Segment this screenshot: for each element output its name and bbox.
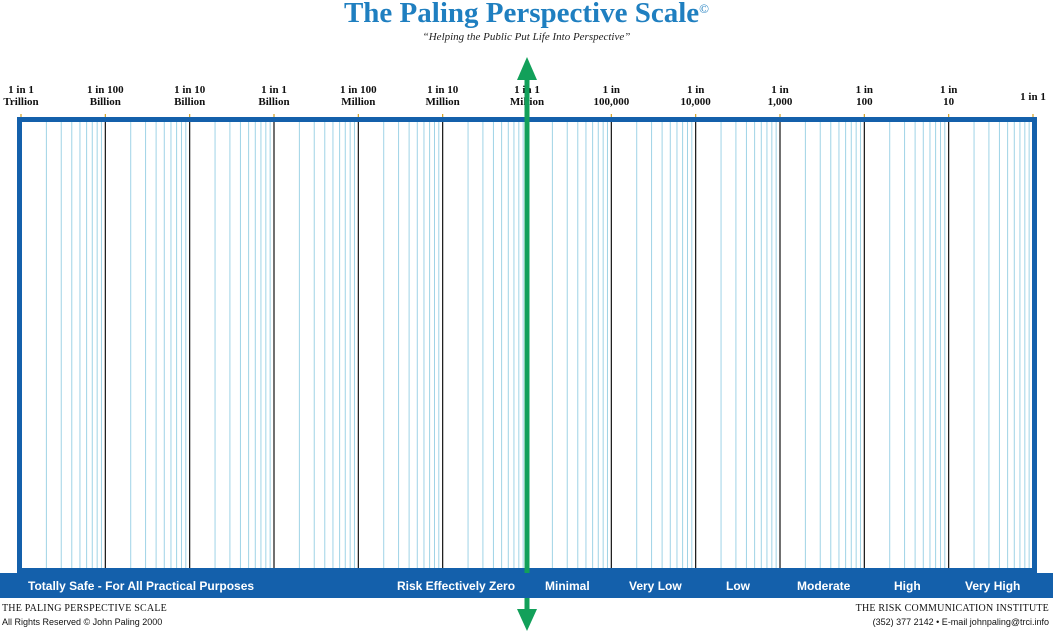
tick-label-line2: Billion: [174, 96, 206, 108]
page-title: The Paling Perspective Scale©: [0, 0, 1053, 30]
tick-label-line1: 1 in 100: [86, 84, 124, 96]
tick-label-line1: 1 in: [602, 84, 621, 96]
tick-label-line1: 1 in 10: [427, 84, 459, 96]
tick-label-line2: Million: [341, 96, 376, 108]
page-subtitle: “Helping the Public Put Life Into Perspe…: [422, 31, 631, 43]
marker-arrow-up-icon: [517, 57, 537, 80]
risk-category-label: Risk Effectively Zero: [397, 579, 516, 593]
tick-label: 1 in 10 Million: [398, 84, 488, 108]
tick-label: 1 in 100 Billion: [60, 84, 150, 108]
footer-right-title: THE RISK COMMUNICATION INSTITUTE: [855, 603, 1049, 614]
tick-label-line1: 1 in 1: [1020, 91, 1046, 103]
risk-category-label: Totally Safe - For All Practical Purpose…: [28, 579, 255, 593]
tick-label-line2: Billion: [89, 96, 121, 108]
tick-label-line1: 1 in: [855, 84, 874, 96]
risk-category-label: Very Low: [629, 579, 682, 593]
tick-label-line2: 10,000: [680, 96, 711, 108]
marker-arrow-down-icon: [517, 609, 537, 631]
tick-label-line2: 10: [943, 96, 955, 108]
risk-category-label: High: [894, 579, 921, 593]
tick-label-line1: 1 in 1: [8, 84, 34, 96]
tick-label: 1 in 10: [904, 84, 994, 108]
tick-label-line1: 1 in 100: [339, 84, 377, 96]
risk-category-label: Minimal: [545, 579, 590, 593]
tick-label-line2: Trillion: [3, 96, 39, 108]
tick-label-line2: 100: [856, 96, 873, 108]
tick-label: 1 in 100 Million: [313, 84, 403, 108]
risk-category-band: Totally Safe - For All Practical Purpose…: [0, 573, 1053, 598]
tick-label: 1 in 1 Trillion: [0, 84, 66, 108]
footer-right-contact: (352) 377 2142 • E-mail johnpaling@trci.…: [872, 617, 1049, 627]
copyright-mark: ©: [699, 1, 710, 16]
tick-label-line2: 1,000: [767, 96, 793, 108]
risk-category-label: Very High: [965, 579, 1021, 593]
footer-left-rights: All Rights Reserved © John Paling 2000: [2, 617, 163, 627]
risk-category-label: Moderate: [797, 579, 851, 593]
tick-label: 1 in 1 Billion: [229, 84, 319, 108]
tick-label-line1: 1 in 10: [174, 84, 206, 96]
title-text: The Paling Perspective Scale: [343, 0, 700, 29]
footer-left-title: THE PALING PERSPECTIVE SCALE: [2, 603, 167, 614]
tick-label: 1 in 1,000: [735, 84, 825, 108]
tick-label-line1: 1 in: [939, 84, 958, 96]
tick-label-line2: 100,000: [593, 96, 630, 108]
tick-label: 1 in 100: [819, 84, 909, 108]
tick-label: 1 in 100,000: [566, 84, 656, 108]
tick-label: 1 in 1: [988, 91, 1053, 103]
tick-label-line1: 1 in: [771, 84, 789, 96]
tick-label: 1 in 10,000: [651, 84, 741, 108]
tick-label-line2: Billion: [258, 96, 290, 108]
tick-label-line2: Million: [425, 96, 460, 108]
risk-category-label: Low: [726, 579, 750, 593]
tick-label-line1: 1 in: [686, 84, 705, 96]
tick-label: 1 in 10 Billion: [145, 84, 235, 108]
tick-label-line1: 1 in 1: [261, 84, 287, 96]
